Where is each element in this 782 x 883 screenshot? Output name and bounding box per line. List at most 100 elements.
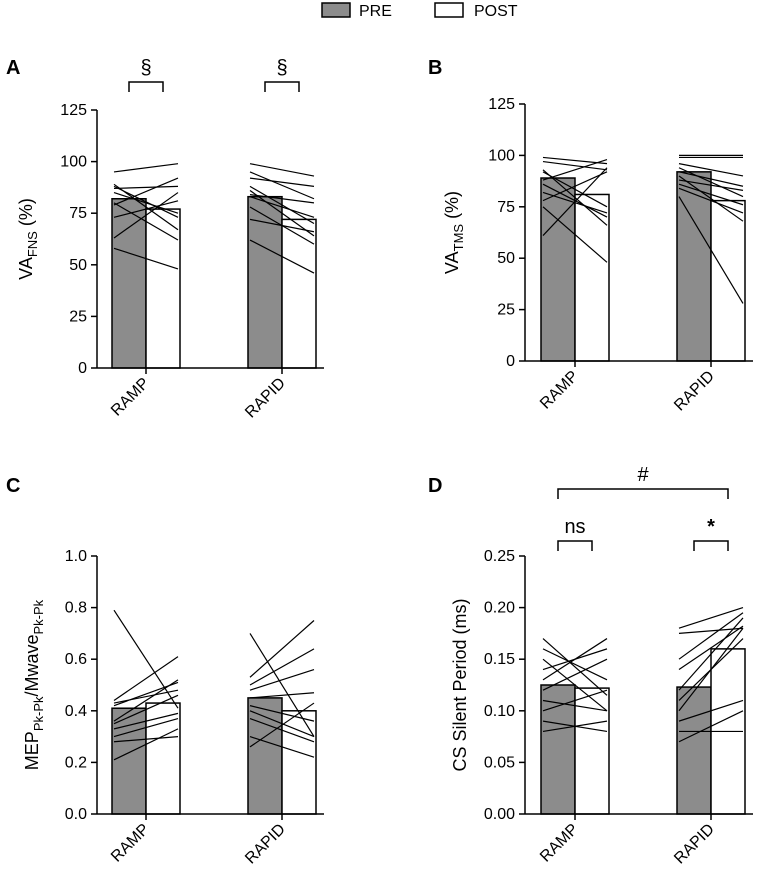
subject-line	[113, 728, 179, 761]
y-tick-label: 125	[60, 102, 87, 119]
subject-line	[678, 627, 744, 712]
y-tick-label: 50	[497, 250, 515, 267]
significance-bracket	[557, 540, 593, 551]
y-tick-label: 1.0	[65, 548, 87, 565]
y-tick-label: 0.05	[484, 754, 515, 771]
bar-post-rapid	[710, 199, 746, 362]
y-tick-label: 0.25	[484, 548, 515, 565]
bar-pre-ramp	[540, 177, 576, 362]
y-label-part: CS Silent Period (ms)	[450, 598, 470, 771]
y-tick-label: 0.00	[484, 806, 515, 823]
x-tick-label: RAPID	[242, 375, 289, 422]
subject-line	[249, 717, 315, 743]
y-axis-label: CS Silent Period (ms)	[450, 598, 470, 771]
y-tick-label: 125	[488, 96, 515, 113]
panel-label-c: C	[6, 475, 20, 497]
panel-b-chart: RAMP RAPID 0 25 50 75 100 125 VATMS (%)	[442, 96, 753, 414]
subject-line	[113, 200, 179, 218]
legend-post-swatch	[434, 2, 464, 18]
y-label-subscript: FNS	[25, 231, 40, 257]
subject-line	[542, 169, 608, 226]
subject-line	[249, 668, 315, 691]
y-label-part: MEP	[22, 731, 42, 770]
subject-line	[113, 736, 179, 743]
bar-post-rapid	[281, 710, 317, 815]
y-axis-label: VATMS (%)	[442, 191, 466, 274]
subject-line	[249, 705, 315, 722]
y-tick-label: 0.6	[65, 651, 87, 668]
y-label-part: VA	[16, 257, 36, 280]
subject-line	[542, 648, 608, 681]
subject-line	[542, 658, 608, 712]
subject-line	[542, 638, 608, 696]
significance-bracket	[128, 81, 164, 92]
subject-line	[113, 247, 179, 270]
subject-line	[113, 202, 179, 241]
bar-pre-ramp	[111, 707, 147, 815]
subject-line	[542, 699, 608, 712]
subject-line	[113, 163, 179, 173]
legend: PRE POST	[321, 2, 518, 20]
y-label-part: (%)	[442, 191, 462, 224]
y-label-part: VA	[442, 251, 462, 274]
y-label-subscript: Pk-Pk	[31, 696, 46, 731]
y-tick-label: 0.2	[65, 754, 87, 771]
panel-label-b: B	[428, 57, 442, 79]
subject-line	[249, 163, 315, 177]
significance-label: §	[140, 57, 151, 79]
subject-line	[249, 171, 315, 200]
subject-line	[249, 196, 315, 218]
subject-line	[542, 160, 608, 171]
subject-line	[113, 679, 179, 722]
bar-pre-ramp	[111, 198, 147, 369]
y-axis-label: VAFNS (%)	[16, 198, 40, 280]
bar-pre-rapid	[676, 686, 712, 815]
subject-line	[678, 607, 744, 629]
subject-line	[678, 175, 744, 222]
x-tick-label: RAMP	[108, 821, 153, 866]
significance-label: ns	[564, 516, 585, 538]
y-tick-label: 50	[69, 257, 87, 274]
subject-line	[113, 191, 179, 214]
subject-line	[249, 177, 315, 187]
x-tick-label: RAPID	[671, 821, 718, 868]
subject-line	[249, 710, 315, 738]
y-tick-label: 25	[69, 308, 87, 325]
subject-line	[542, 167, 608, 236]
subject-line	[678, 625, 744, 671]
panel-d-chart: RAMP RAPID 0.00 0.05 0.10 0.15 0.20 0.25 CS Sile…	[450, 464, 753, 867]
significance-bracket	[264, 81, 300, 92]
y-tick-label: 75	[497, 199, 515, 216]
subject-line	[678, 163, 744, 177]
subject-line	[113, 712, 179, 730]
subject-line	[249, 633, 315, 737]
y-label-subscript: Pk-Pk	[31, 599, 46, 634]
significance-label: §	[276, 57, 287, 79]
x-tick-label: RAMP	[537, 368, 582, 413]
y-axis-label: MEPPk-Pk/MwavePk-Pk	[22, 599, 46, 770]
subject-line	[249, 620, 315, 678]
subject-line	[542, 658, 608, 691]
bar-post-ramp	[145, 702, 181, 815]
subject-line	[678, 183, 744, 206]
y-tick-label: 25	[497, 302, 515, 319]
y-tick-label: 0.20	[484, 600, 515, 617]
subject-line	[678, 179, 744, 191]
x-tick-label: RAMP	[108, 375, 153, 420]
subject-line	[542, 183, 608, 218]
subject-line	[678, 171, 744, 187]
panel-label-a: A	[6, 57, 20, 79]
x-tick-label: RAMP	[537, 821, 582, 866]
y-tick-label: 100	[488, 147, 515, 164]
subject-line	[249, 185, 315, 225]
subject-line	[542, 720, 608, 733]
subject-line	[113, 177, 179, 206]
significance-label: #	[637, 464, 649, 486]
significance-bracket	[557, 488, 729, 499]
subject-line	[678, 167, 744, 198]
y-tick-label: 100	[60, 154, 87, 171]
subject-line	[113, 185, 179, 218]
y-tick-label: 0	[78, 360, 87, 377]
subject-line	[542, 171, 608, 208]
